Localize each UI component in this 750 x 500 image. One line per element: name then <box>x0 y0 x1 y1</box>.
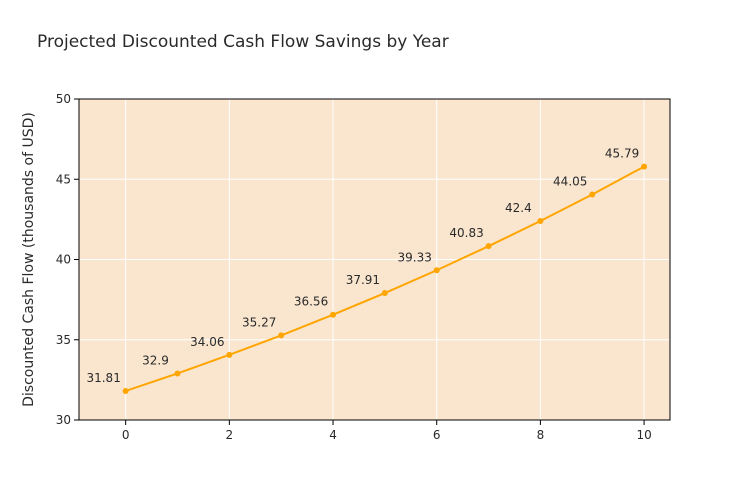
chart-title: Projected Discounted Cash Flow Savings b… <box>37 32 449 52</box>
x-tick-label: 0 <box>122 428 130 442</box>
data-label: 36.56 <box>294 295 328 309</box>
x-tick-label: 2 <box>226 428 234 442</box>
data-labels: 31.81 32.9 34.06 35.27 36.56 37.91 39.33 40.83 4… <box>86 147 639 385</box>
data-label: 37.91 <box>346 273 380 287</box>
y-tick-label: 50 <box>56 92 71 106</box>
y-axis-title: Discounted Cash Flow (thousands of USD) <box>21 112 37 407</box>
data-label: 35.27 <box>242 315 276 329</box>
y-tick-label: 35 <box>56 333 71 347</box>
data-points <box>122 163 648 394</box>
data-point <box>278 332 285 339</box>
data-point <box>485 243 492 250</box>
data-label: 42.4 <box>505 201 532 215</box>
data-label: 39.33 <box>398 250 432 264</box>
data-point <box>589 191 596 198</box>
data-label: 31.81 <box>86 371 120 385</box>
data-label: 40.83 <box>449 226 483 240</box>
data-point <box>122 387 129 394</box>
y-tick-label: 40 <box>56 253 71 267</box>
axis-ticks: 0 2 4 6 8 10 30 35 40 45 50 <box>56 92 652 442</box>
data-point <box>537 217 544 224</box>
data-point <box>226 351 233 358</box>
y-tick-label: 30 <box>56 413 71 427</box>
data-point <box>433 267 440 274</box>
data-label: 44.05 <box>553 174 587 188</box>
x-tick-label: 6 <box>433 428 441 442</box>
x-tick-label: 10 <box>636 428 651 442</box>
data-label: 34.06 <box>190 335 224 349</box>
data-label: 45.79 <box>605 147 639 161</box>
x-tick-label: 8 <box>537 428 545 442</box>
data-point <box>381 290 388 297</box>
data-label: 32.9 <box>142 353 169 367</box>
data-point <box>174 370 181 377</box>
data-point <box>641 163 648 170</box>
y-tick-label: 45 <box>56 172 71 186</box>
data-point <box>330 311 337 318</box>
x-tick-label: 4 <box>329 428 337 442</box>
